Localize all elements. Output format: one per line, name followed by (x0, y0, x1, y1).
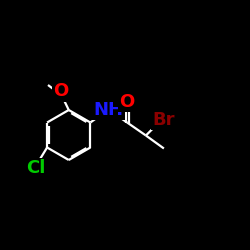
Text: Cl: Cl (26, 159, 46, 177)
Text: Br: Br (152, 111, 175, 129)
Text: O: O (120, 93, 135, 111)
Text: O: O (54, 82, 69, 100)
Text: NH: NH (94, 100, 124, 118)
